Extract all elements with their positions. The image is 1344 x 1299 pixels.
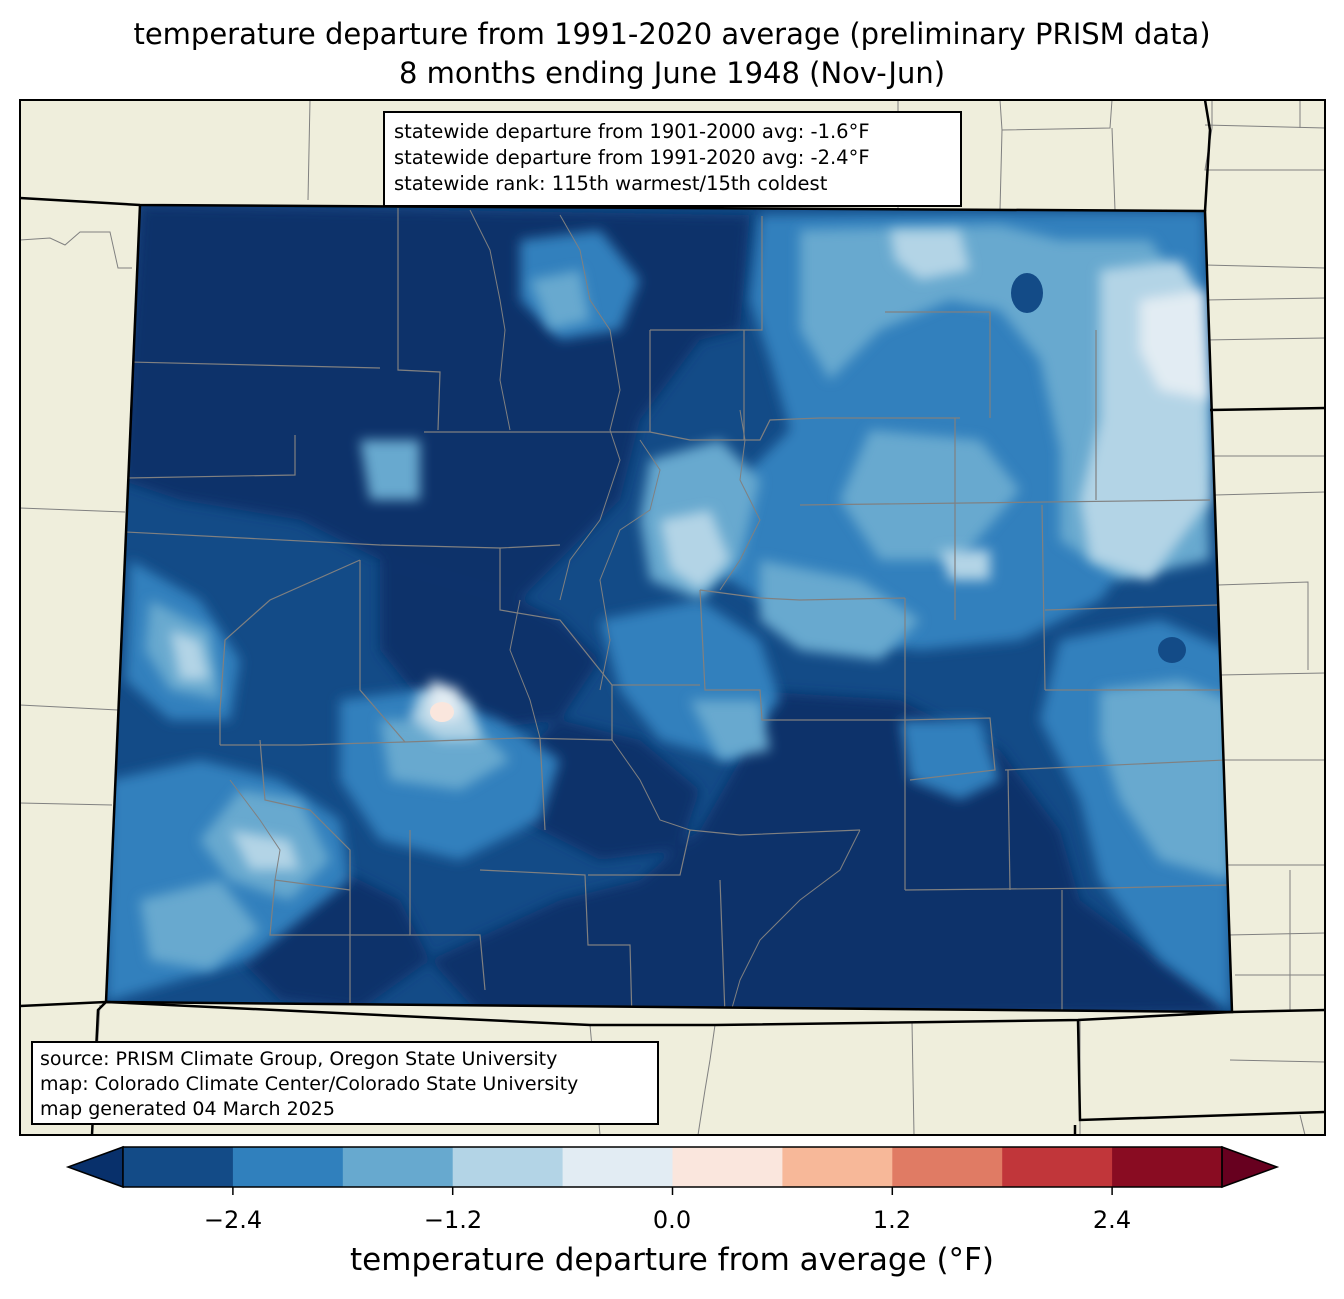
- colorbar-tick-label: 2.4: [1092, 1206, 1132, 1234]
- colorbar-tick-label: 1.2: [872, 1206, 912, 1234]
- temperature-field: [106, 205, 1232, 1012]
- colorbar-extend-high: [1221, 1145, 1280, 1189]
- colorbar-bin: [123, 1147, 234, 1187]
- source-line-2: map: Colorado Climate Center/Colorado St…: [40, 1073, 579, 1095]
- colorbar-bin: [672, 1147, 783, 1187]
- colorbar-bin: [562, 1147, 673, 1187]
- colorbar-extend-low: [65, 1145, 124, 1189]
- colorbar-bin: [1112, 1147, 1223, 1187]
- stats-line-3: statewide rank: 115th warmest/15th colde…: [394, 172, 828, 195]
- stats-line-1: statewide departure from 1901-2000 avg: …: [394, 120, 870, 143]
- map-frame: [19, 99, 1326, 1136]
- colorbar: [65, 1145, 1280, 1195]
- stats-line-2: statewide departure from 1991-2020 avg: …: [394, 146, 870, 169]
- map-title: temperature departure from 1991-2020 ave…: [133, 17, 1211, 51]
- colorbar-bin: [342, 1147, 454, 1187]
- source-line-3: map generated 04 March 2025: [40, 1098, 335, 1120]
- terrain-county-lines: [229, 209, 861, 1012]
- colorbar-bin: [232, 1147, 344, 1187]
- statewide-stats-box: statewide departure from 1901-2000 avg: …: [383, 111, 962, 207]
- map-subtitle: 8 months ending June 1948 (Nov-Jun): [398, 56, 946, 90]
- colorbar-tick-label: −2.4: [203, 1206, 263, 1234]
- colorbar-tick-label: −1.2: [423, 1206, 483, 1234]
- state-borders: [19, 99, 1326, 1136]
- colorbar-tick-label: 0.0: [652, 1206, 692, 1234]
- colorbar-bin: [782, 1147, 893, 1187]
- county-lines: [124, 208, 1229, 1012]
- source-line-1: source: PRISM Climate Group, Oregon Stat…: [40, 1048, 558, 1070]
- colorbar-bin: [1002, 1147, 1113, 1187]
- source-box: source: PRISM Climate Group, Oregon Stat…: [31, 1041, 659, 1125]
- colorbar-bin: [892, 1147, 1003, 1187]
- colorbar-label: temperature departure from average (°F): [350, 1242, 994, 1278]
- colorbar-bin: [452, 1147, 564, 1187]
